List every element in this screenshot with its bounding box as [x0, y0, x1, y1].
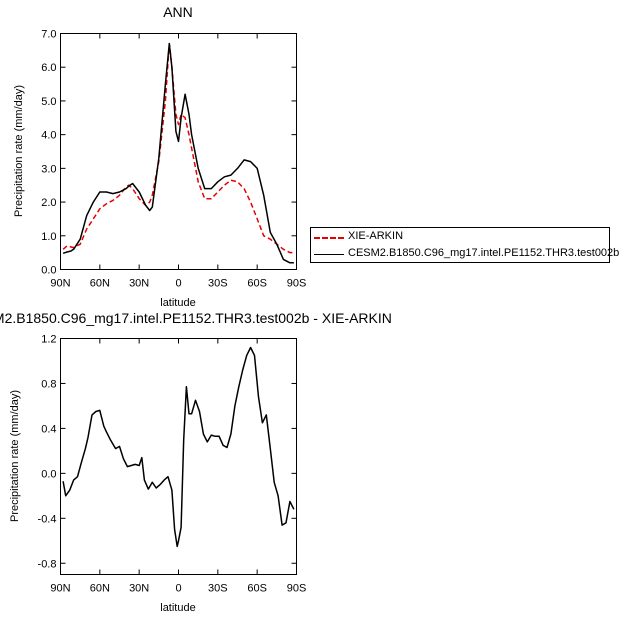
- legend-swatch-xie-arkin: [314, 237, 344, 239]
- y-tick-label: 1.0: [41, 231, 56, 243]
- x-tick-label: 60S: [247, 583, 267, 595]
- x-tick-label: 90S: [287, 583, 307, 595]
- x-tick-label: 30N: [129, 278, 149, 290]
- x-tick-label: 90N: [50, 278, 70, 290]
- y-tick-label: 0.8: [41, 378, 56, 390]
- panel2-x-axis-label: latitude: [160, 602, 195, 614]
- x-tick-label: 0: [175, 278, 181, 290]
- x-tick-label: 60N: [90, 278, 110, 290]
- panel2-plot-frame: [60, 338, 297, 575]
- legend-label-xie-arkin: XIE-ARKIN: [348, 230, 404, 242]
- legend-entry-xie-arkin: XIE-ARKIN: [311, 229, 609, 246]
- x-tick-label: 30S: [208, 278, 228, 290]
- panel1-title: ANN: [163, 4, 193, 20]
- legend: XIE-ARKIN CESM2.B1850.C96_mg17.intel.PE1…: [310, 227, 619, 263]
- y-tick-label: 6.0: [41, 62, 56, 74]
- x-tick-label: 0: [175, 583, 181, 595]
- y-tick-label: 0.0: [41, 468, 56, 480]
- y-tick-label: 1.2: [41, 334, 56, 346]
- x-tick-label: 60N: [90, 583, 110, 595]
- y-tick-label: 7.0: [41, 29, 56, 41]
- panel1-y-axis-label: Precipitation rate (mm/day): [13, 85, 25, 217]
- series-line-xie-arkin: [62, 42, 294, 254]
- x-tick-label: 30S: [208, 583, 228, 595]
- panel2-title: CESM2.B1850.C96_mg17.intel.PE1152.THR3.t…: [0, 310, 392, 326]
- panel1-x-axis-label: latitude: [160, 297, 195, 309]
- legend-swatch-cesm2: [314, 254, 344, 255]
- x-tick-label: 90N: [50, 583, 70, 595]
- panel2-y-axis-label: Precipitation rate (mm/day): [9, 390, 21, 522]
- x-tick-label: 90S: [287, 278, 307, 290]
- legend-label-cesm2: CESM2.B1850.C96_mg17.intel.PE1152.THR3.t…: [348, 247, 620, 259]
- y-tick-label: 2.0: [41, 197, 56, 209]
- panel-difference: CESM2.B1850.C96_mg17.intel.PE1152.THR3.t…: [0, 310, 392, 614]
- y-tick-label: 4.0: [41, 130, 56, 142]
- series-line-cesm2-b1850-c96-mg17-intel-pe1152-thr3-test002b: [62, 42, 294, 264]
- legend-entry-cesm2: CESM2.B1850.C96_mg17.intel.PE1152.THR3.t…: [311, 246, 619, 263]
- y-tick-label: -0.4: [38, 513, 57, 525]
- y-tick-label: 0.0: [41, 265, 56, 277]
- x-tick-label: 60S: [247, 278, 267, 290]
- y-tick-label: 0.4: [41, 423, 56, 435]
- y-tick-label: 3.0: [41, 163, 56, 175]
- y-tick-label: 5.0: [41, 96, 56, 108]
- series-line-difference: [62, 346, 295, 548]
- y-tick-label: -0.8: [38, 558, 57, 570]
- panel-annual-mean: ANN 90N 60N 30N 0 30S 60S 90S 0.0 1.0 2.0 3.0 4.0 5.…: [13, 4, 306, 309]
- panel1-plot-frame: [60, 33, 297, 270]
- x-tick-label: 30N: [129, 583, 149, 595]
